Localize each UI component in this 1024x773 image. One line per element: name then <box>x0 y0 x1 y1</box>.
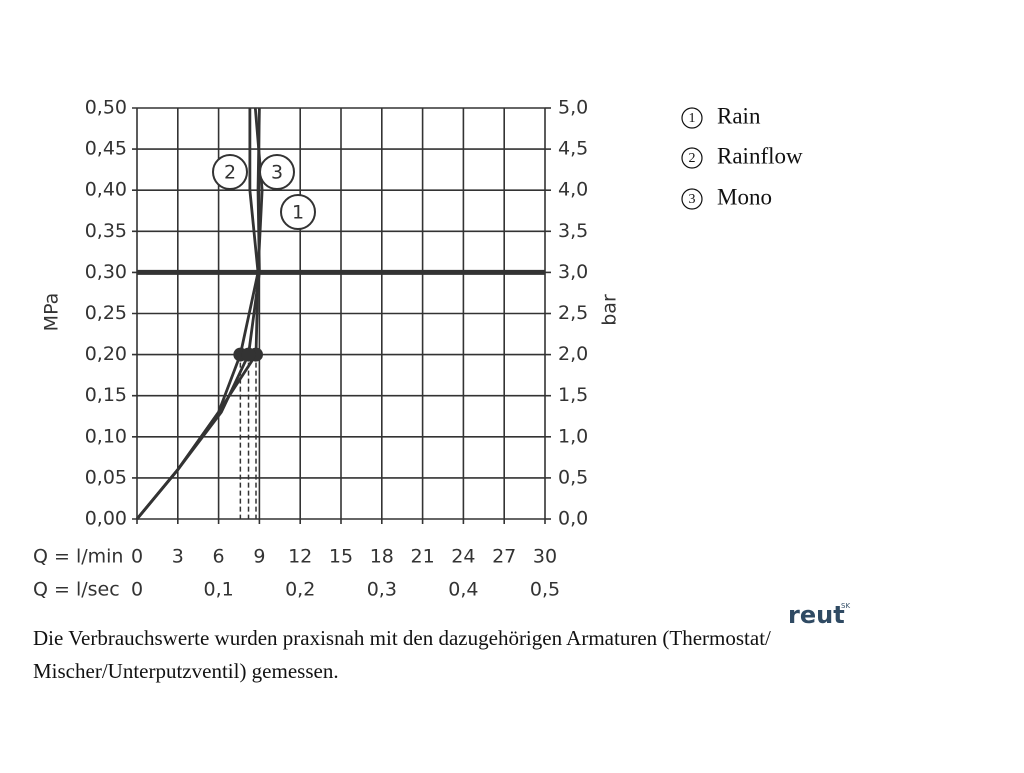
y-tick-label: 0,10 <box>85 425 127 447</box>
y2-axis-label: bar <box>599 294 621 326</box>
y-tick-label: 0,45 <box>85 138 127 160</box>
x-tick-label: 21 <box>411 546 435 568</box>
curve-label-circle <box>280 194 316 230</box>
legend-symbol-label: 3 <box>689 192 696 207</box>
legend-symbol-label: 2 <box>689 151 696 166</box>
logo-sup: SK <box>841 602 850 610</box>
x-tick-label: 30 <box>533 546 557 568</box>
x2-tick-label: 0,4 <box>448 579 478 601</box>
y-tick-label: 0,05 <box>85 466 127 488</box>
y-axis-label: MPa <box>41 293 63 332</box>
y2-tick-label: 5,0 <box>558 97 588 119</box>
x-tick-label: 0 <box>131 546 143 568</box>
legend-label: Rainflow <box>717 143 803 168</box>
y2-tick-label: 1,5 <box>558 384 588 406</box>
curve-label: 2 <box>224 162 236 184</box>
x-tick-label: 9 <box>253 546 265 568</box>
legend-label: Mono <box>717 184 772 209</box>
y2-tick-label: 4,5 <box>558 138 588 160</box>
y2-tick-label: 0,0 <box>558 508 588 530</box>
legend-symbol <box>681 147 703 169</box>
y2-tick-label: 2,5 <box>558 302 588 324</box>
x-tick-label: 3 <box>172 546 184 568</box>
y-tick-label: 0,40 <box>85 179 127 201</box>
x2-tick-label: 0,3 <box>367 579 397 601</box>
x2-tick-label: 0,5 <box>530 579 560 601</box>
y2-tick-label: 3,5 <box>558 220 588 242</box>
logo: reut <box>788 601 845 629</box>
curve-label: 3 <box>271 162 283 184</box>
y-tick-label: 0,25 <box>85 302 127 324</box>
legend-symbol-label: 1 <box>689 111 696 126</box>
marker-dot <box>241 347 256 362</box>
x-tick-label: 15 <box>329 546 353 568</box>
y-tick-label: 0,50 <box>85 97 127 119</box>
x-axis-label: Q = l/min <box>33 546 123 568</box>
x-tick-label: 12 <box>288 546 312 568</box>
x-tick-label: 27 <box>492 546 516 568</box>
y2-tick-label: 0,5 <box>558 466 588 488</box>
y-tick-label: 0,20 <box>85 343 127 365</box>
x2-tick-label: 0,2 <box>285 579 315 601</box>
legend-symbol <box>681 188 703 210</box>
curve-label: 1 <box>292 202 304 224</box>
x2-axis-label: Q = l/sec <box>33 579 120 601</box>
curve-label-circle <box>259 154 295 190</box>
x-tick-label: 18 <box>370 546 394 568</box>
curve-label-circle <box>212 154 248 190</box>
legend-symbol <box>681 107 703 129</box>
y2-tick-label: 4,0 <box>558 179 588 201</box>
y-tick-label: 0,00 <box>85 508 127 530</box>
x-tick-label: 6 <box>213 546 225 568</box>
legend-label: Rain <box>717 103 761 128</box>
x2-tick-label: 0 <box>131 579 143 601</box>
y-tick-label: 0,30 <box>85 261 127 283</box>
x2-tick-label: 0,1 <box>203 579 233 601</box>
y-tick-label: 0,35 <box>85 220 127 242</box>
y2-tick-label: 2,0 <box>558 343 588 365</box>
y2-tick-label: 1,0 <box>558 425 588 447</box>
x-tick-label: 24 <box>451 546 475 568</box>
note: Mischer/Unterputzventil) gemessen. <box>33 659 339 683</box>
y-tick-label: 0,15 <box>85 384 127 406</box>
note: Die Verbrauchswerte wurden praxisnah mit… <box>33 626 771 650</box>
y2-tick-label: 3,0 <box>558 261 588 283</box>
